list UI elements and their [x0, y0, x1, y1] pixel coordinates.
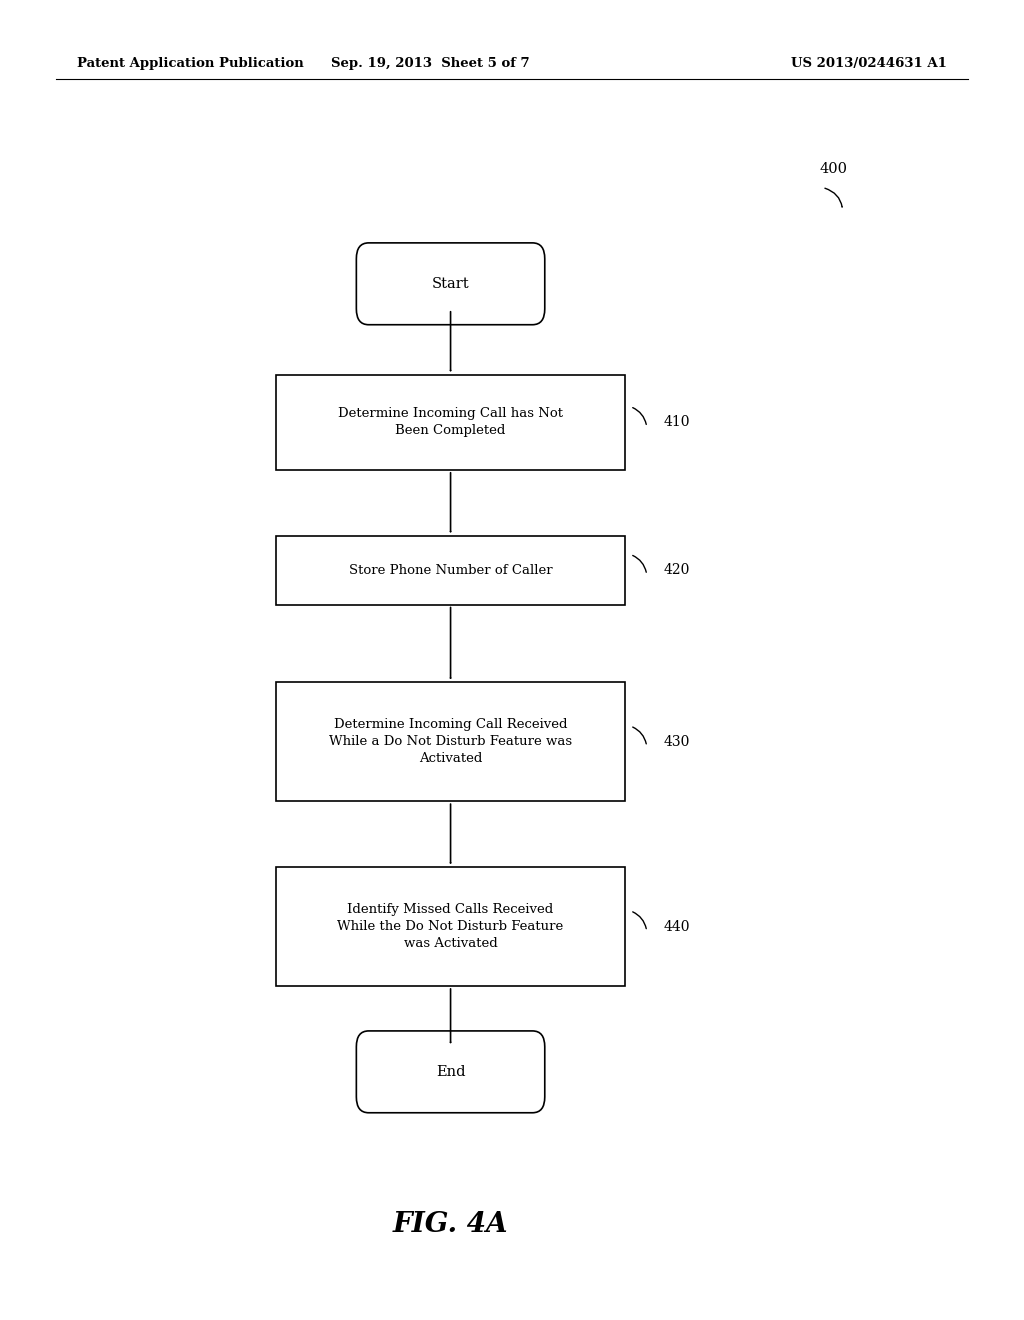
FancyBboxPatch shape [356, 243, 545, 325]
Bar [276, 867, 625, 986]
FancyArrowPatch shape [633, 556, 646, 573]
Text: 440: 440 [664, 920, 690, 933]
Bar [276, 375, 625, 470]
Text: US 2013/0244631 A1: US 2013/0244631 A1 [792, 57, 947, 70]
Text: Identify Missed Calls Received
While the Do Not Disturb Feature
was Activated: Identify Missed Calls Received While the… [338, 903, 563, 950]
FancyBboxPatch shape [356, 1031, 545, 1113]
Text: Determine Incoming Call has Not
Been Completed: Determine Incoming Call has Not Been Com… [338, 408, 563, 437]
Text: 410: 410 [664, 416, 690, 429]
Text: Determine Incoming Call Received
While a Do Not Disturb Feature was
Activated: Determine Incoming Call Received While a… [329, 718, 572, 766]
FancyArrowPatch shape [633, 408, 646, 425]
Text: 420: 420 [664, 564, 690, 577]
Text: FIG. 4A: FIG. 4A [393, 1212, 508, 1238]
Text: Start: Start [432, 277, 469, 290]
FancyArrowPatch shape [825, 189, 842, 207]
Text: Store Phone Number of Caller: Store Phone Number of Caller [349, 564, 552, 577]
Bar [276, 682, 625, 801]
Text: Patent Application Publication: Patent Application Publication [77, 57, 303, 70]
FancyArrowPatch shape [633, 727, 646, 744]
Text: End: End [436, 1065, 465, 1078]
Bar [276, 536, 625, 605]
Text: 400: 400 [819, 161, 847, 176]
Text: Sep. 19, 2013  Sheet 5 of 7: Sep. 19, 2013 Sheet 5 of 7 [331, 57, 529, 70]
Text: 430: 430 [664, 735, 690, 748]
FancyArrowPatch shape [633, 912, 646, 929]
